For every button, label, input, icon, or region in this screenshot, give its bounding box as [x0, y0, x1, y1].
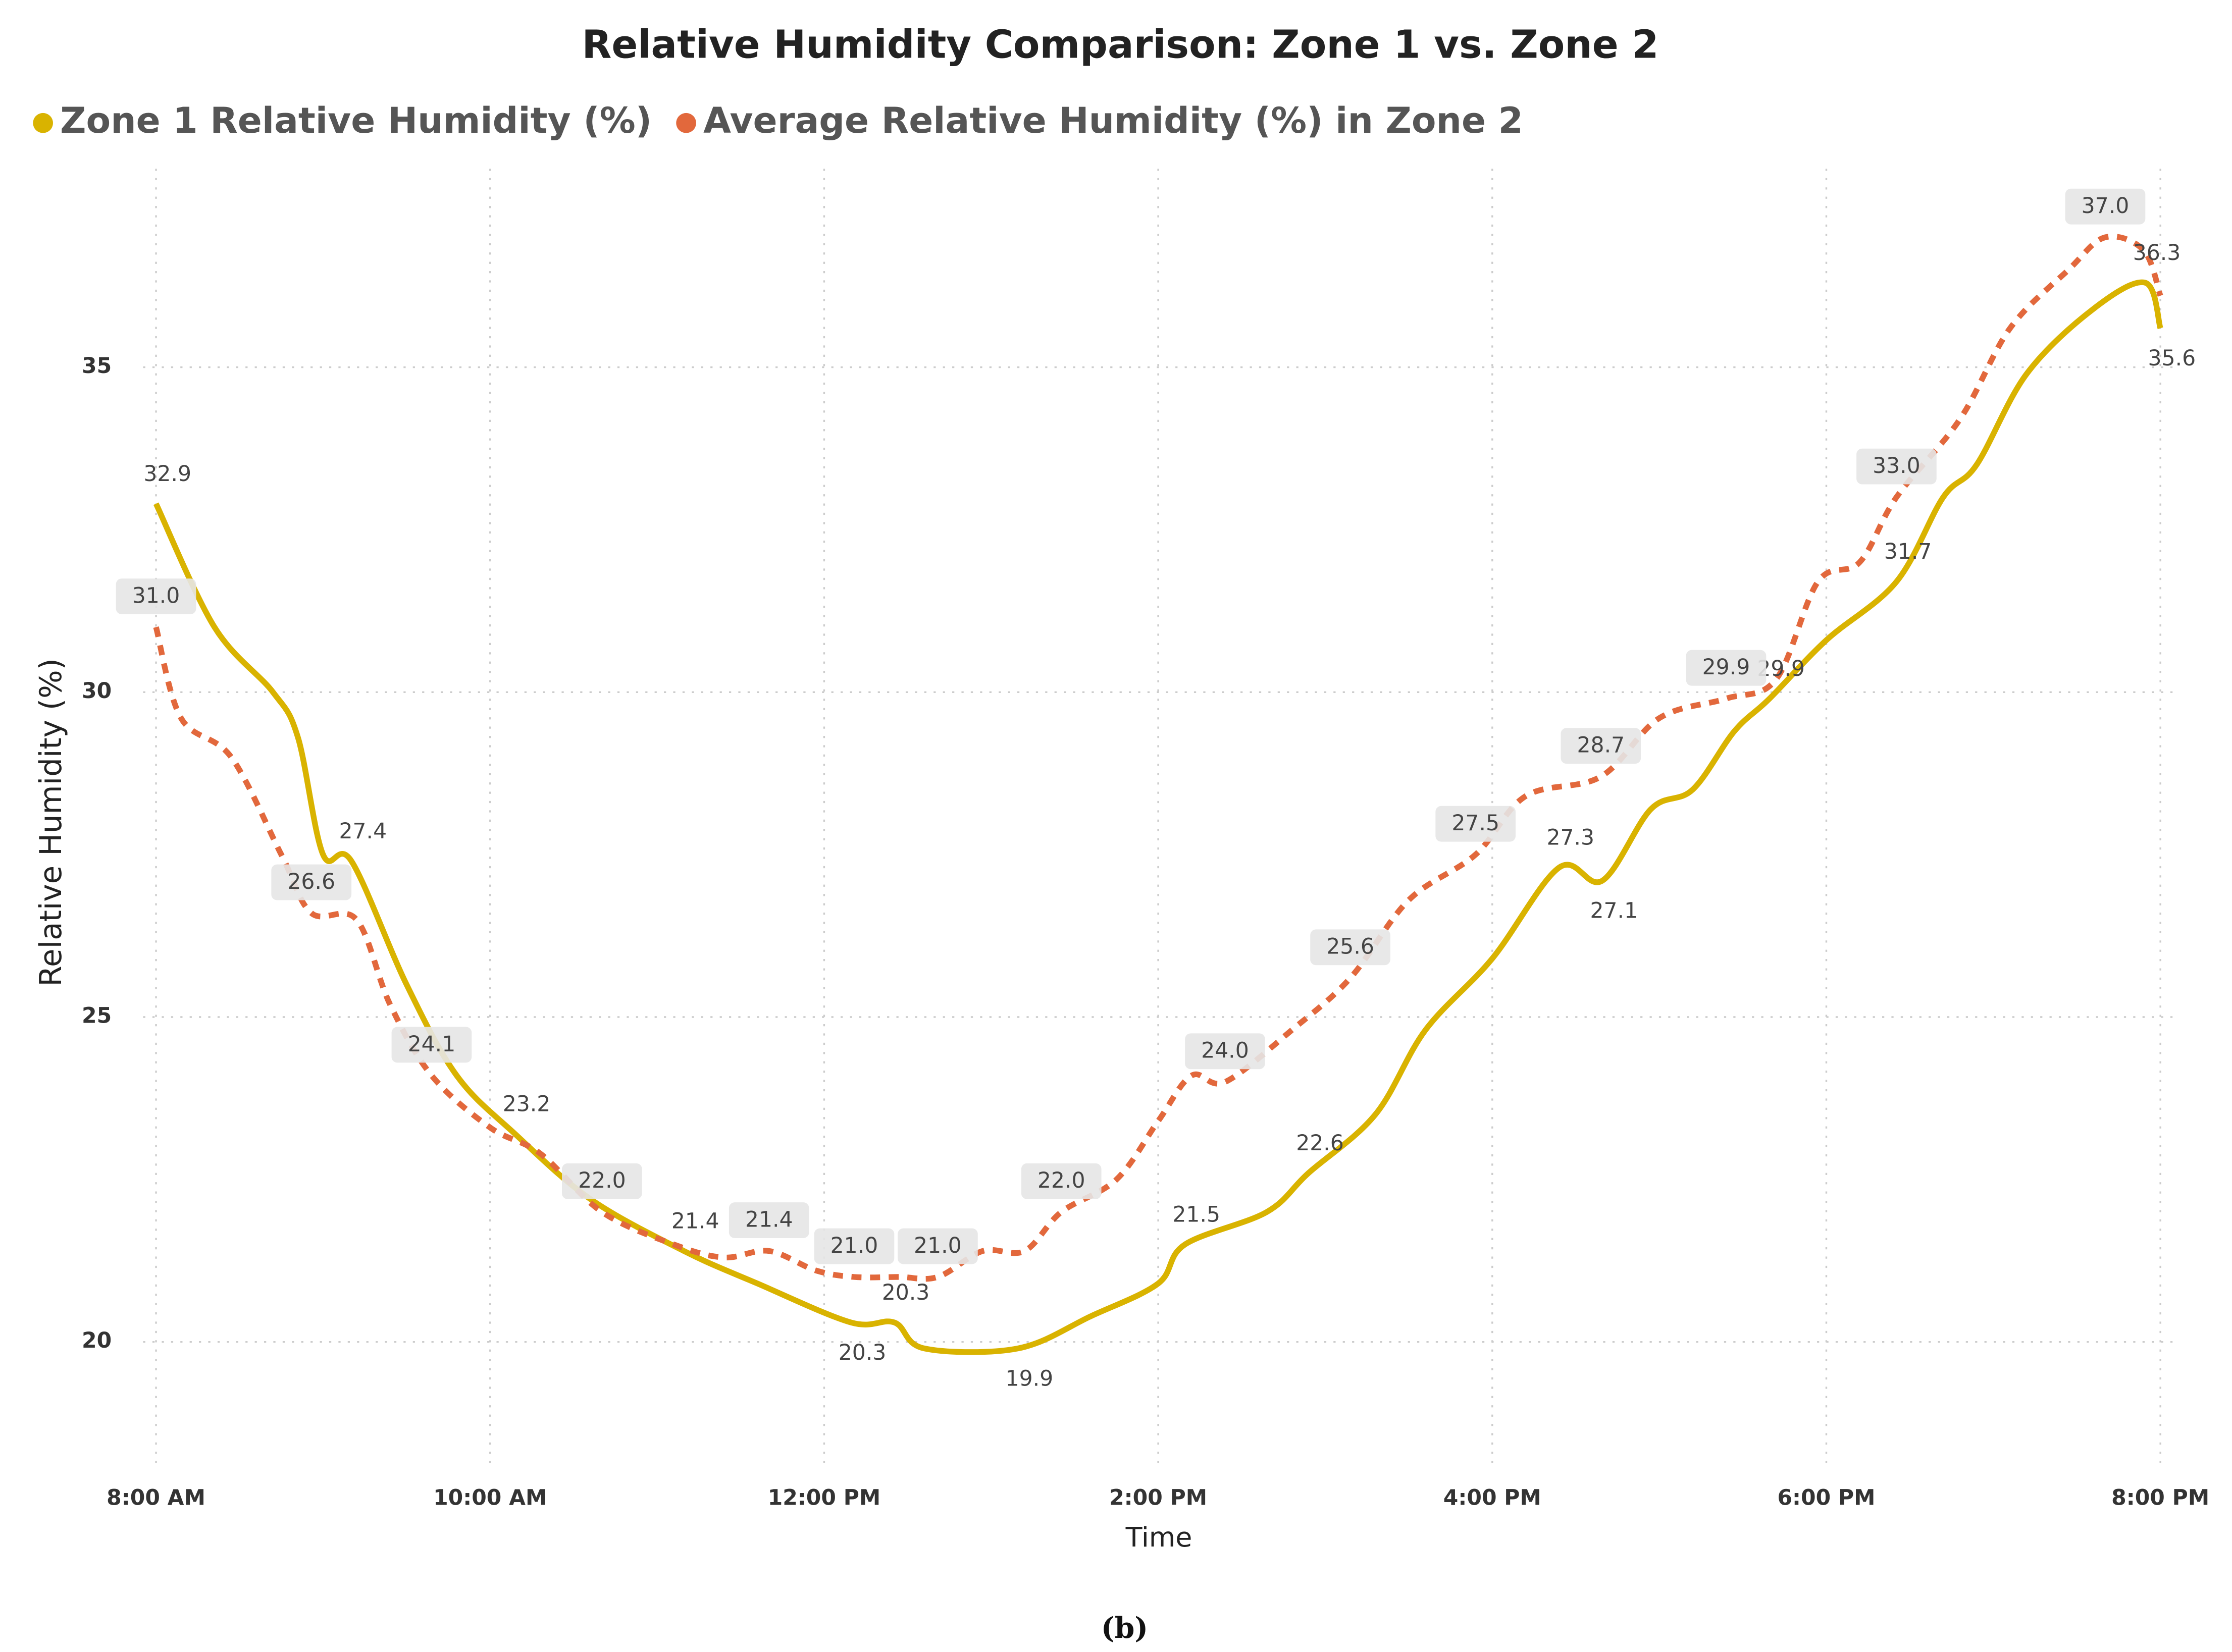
data-label-box — [562, 1163, 642, 1199]
y-axis-label: Relative Humidity (%) — [34, 658, 69, 987]
data-label: 24.0 — [1201, 1039, 1249, 1063]
x-tick-label: 12:00 PM — [768, 1485, 881, 1510]
data-label: 31.7 — [1884, 540, 1932, 564]
data-label: 27.5 — [1451, 811, 1499, 836]
data-labels: 32.9 27.4 23.2 21.4 20.3 20.3 19.9 21.5 22.6 27.3… — [116, 188, 2196, 1391]
data-label: 37.0 — [2082, 194, 2130, 219]
data-label: 32.9 — [143, 462, 191, 487]
data-label: 20.3 — [882, 1281, 930, 1305]
data-label: 22.0 — [578, 1168, 626, 1193]
data-label: 21.0 — [914, 1234, 962, 1258]
x-tick-label: 8:00 PM — [2111, 1485, 2209, 1510]
data-label: 21.0 — [830, 1234, 878, 1258]
data-label-box — [814, 1228, 895, 1264]
data-label: 35.6 — [2148, 346, 2196, 371]
legend-marker — [33, 113, 54, 133]
data-label: 27.3 — [1546, 826, 1594, 850]
x-axis-label: Time — [1125, 1521, 1192, 1553]
chart-title: Relative Humidity Comparison: Zone 1 vs.… — [582, 22, 1659, 67]
data-label-box — [729, 1202, 809, 1238]
data-label: 21.4 — [671, 1209, 719, 1234]
data-label-box — [1561, 728, 1641, 764]
legend-label: Average Relative Humidity (%) in Zone 2 — [703, 99, 1523, 141]
data-label-box — [1435, 806, 1516, 842]
data-label: 25.6 — [1326, 935, 1374, 960]
data-label: 33.0 — [1873, 454, 1920, 478]
caption: (b) — [1101, 1612, 1148, 1645]
data-label: 22.6 — [1296, 1131, 1344, 1156]
x-tick-label: 6:00 PM — [1777, 1485, 1875, 1510]
data-label: 22.0 — [1037, 1168, 1085, 1193]
x-tick-label: 10:00 AM — [433, 1485, 547, 1510]
data-label: 28.7 — [1577, 733, 1625, 758]
y-tick-label: 35 — [82, 354, 112, 379]
data-label-box — [2065, 188, 2146, 225]
data-label: 26.6 — [287, 870, 335, 894]
data-label: 23.2 — [503, 1092, 551, 1117]
x-tick-label: 4:00 PM — [1443, 1485, 1541, 1510]
series-line — [153, 279, 2163, 1355]
y-tick-label: 20 — [82, 1328, 112, 1353]
data-label: 19.9 — [1006, 1366, 1054, 1391]
data-label: 36.3 — [2133, 241, 2181, 265]
data-label-box — [898, 1228, 978, 1264]
series-line — [153, 233, 2163, 1282]
data-label: 29.9 — [1702, 655, 1750, 680]
data-label: 21.4 — [745, 1207, 793, 1232]
data-label: 24.1 — [408, 1032, 456, 1057]
data-label-box — [1686, 650, 1767, 686]
data-label-box — [1185, 1033, 1265, 1070]
data-label: 27.4 — [339, 819, 387, 844]
data-label: 27.1 — [1590, 898, 1638, 923]
x-tick-label: 2:00 PM — [1109, 1485, 1207, 1510]
x-tick-label: 8:00 AM — [107, 1485, 205, 1510]
data-label-box — [1021, 1163, 1102, 1199]
data-label-box — [391, 1027, 472, 1063]
y-tick-label: 30 — [82, 679, 112, 704]
legend-label: Zone 1 Relative Humidity (%) — [60, 99, 652, 141]
data-label: 21.5 — [1172, 1202, 1220, 1227]
data-label-box — [1856, 448, 1937, 485]
data-label-box — [116, 578, 196, 615]
data-label: 31.0 — [132, 584, 180, 609]
data-label-box — [1310, 929, 1390, 966]
data-label-box — [271, 864, 352, 900]
y-tick-label: 25 — [82, 1003, 112, 1028]
data-label: 20.3 — [839, 1341, 887, 1365]
legend-marker — [676, 113, 696, 133]
